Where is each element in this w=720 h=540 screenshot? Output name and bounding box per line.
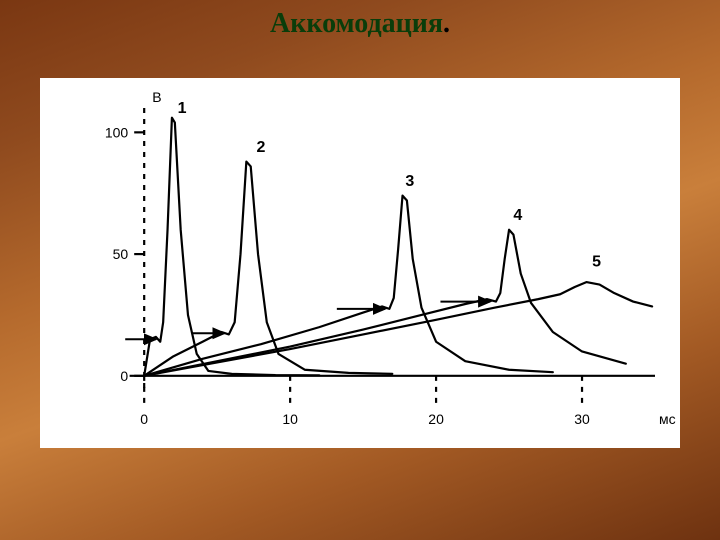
svg-text:30: 30 <box>574 411 590 427</box>
svg-text:10: 10 <box>282 411 298 427</box>
chart-panel: 0 50 100 В 0 10 20 30 мс 1 2 3 4 5 <box>40 78 680 448</box>
series-label-1: 1 <box>178 100 187 117</box>
svg-text:0: 0 <box>140 411 148 427</box>
accommodation-chart: 0 50 100 В 0 10 20 30 мс 1 2 3 4 5 <box>40 78 680 448</box>
title-text: Аккомодация <box>270 8 443 39</box>
svg-text:20: 20 <box>428 411 444 427</box>
series-label-3: 3 <box>405 173 414 190</box>
series-label-4: 4 <box>513 207 522 224</box>
slide: Аккомодация. 0 50 100 В 0 10 20 30 мс 1 2 3 4 5 <box>0 0 720 540</box>
slide-title: Аккомодация. <box>0 8 720 40</box>
svg-text:мс: мс <box>659 411 676 427</box>
svg-text:100: 100 <box>105 124 129 140</box>
series-label-5: 5 <box>592 253 601 270</box>
svg-text:0: 0 <box>120 368 128 384</box>
series-label-2: 2 <box>256 139 265 156</box>
svg-text:В: В <box>152 89 161 105</box>
svg-text:50: 50 <box>113 246 129 262</box>
title-suffix: . <box>443 8 450 39</box>
